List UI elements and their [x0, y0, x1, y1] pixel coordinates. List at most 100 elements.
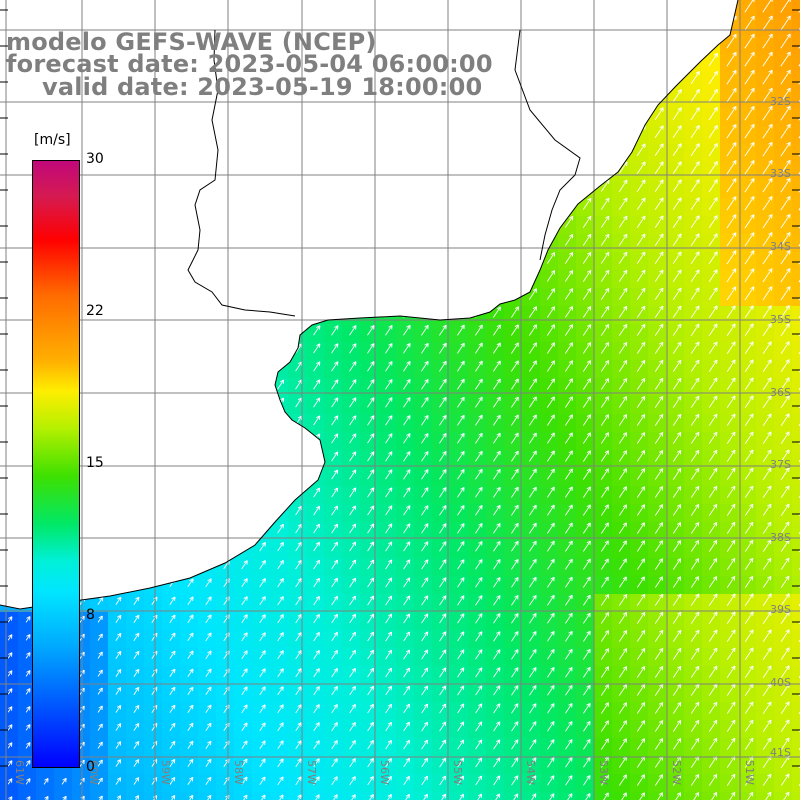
wind-cell	[306, 792, 325, 800]
wind-cell	[576, 792, 595, 800]
wind-cell	[792, 180, 800, 199]
wind-cell	[792, 558, 800, 577]
wind-arrow-head	[786, 33, 791, 37]
wind-cell	[540, 792, 559, 800]
wind-cell	[90, 792, 109, 800]
wind-cell	[234, 792, 253, 800]
wind-cell	[198, 792, 217, 800]
wind-cell	[792, 126, 800, 145]
wind-cell	[792, 756, 800, 775]
wind-cell	[792, 594, 800, 613]
wind-cell	[792, 450, 800, 469]
wind-arrow	[762, 15, 773, 31]
wind-cell	[792, 108, 800, 127]
wind-arrow	[726, 52, 737, 67]
wind-cell	[522, 792, 541, 800]
wind-arrow-head	[768, 51, 773, 55]
wind-cell	[792, 720, 800, 739]
wind-arrow-head	[750, 15, 755, 19]
wind-arrow	[780, 0, 790, 13]
wind-cell	[792, 396, 800, 415]
wind-cell	[684, 792, 703, 800]
wind-cell	[252, 792, 271, 800]
wind-cell	[792, 216, 800, 235]
wind-arrow-head	[768, 15, 773, 19]
wind-cell	[792, 612, 800, 631]
wind-cell	[432, 792, 451, 800]
wind-cell	[216, 792, 235, 800]
wind-cell	[36, 792, 55, 800]
wind-cell	[792, 324, 800, 343]
wind-cell	[126, 792, 145, 800]
wind-cell	[792, 738, 800, 757]
wind-arrow-head	[732, 51, 737, 55]
wind-cell	[792, 504, 800, 523]
wind-arrow-head	[786, 51, 791, 55]
wind-cell	[792, 0, 800, 19]
wind-cell	[792, 792, 800, 800]
wind-cell	[792, 576, 800, 595]
wind-cell	[792, 288, 800, 307]
wind-cell	[792, 648, 800, 667]
wind-cell	[792, 684, 800, 703]
wind-cell	[792, 270, 800, 289]
wind-arrow-head	[750, 51, 755, 55]
wind-cell	[504, 792, 523, 800]
wind-cell	[702, 792, 721, 800]
wind-cell	[270, 792, 289, 800]
wind-arrow	[780, 15, 791, 31]
wind-arrow	[780, 51, 791, 67]
wind-cell	[792, 630, 800, 649]
wind-cell	[792, 540, 800, 559]
wind-cell	[792, 522, 800, 541]
wind-cell	[792, 252, 800, 271]
wind-cell	[486, 792, 505, 800]
wind-arrow	[744, 15, 755, 31]
wind-cell	[630, 792, 649, 800]
wind-cell	[792, 702, 800, 721]
wind-cell	[792, 144, 800, 163]
wind-cell	[18, 792, 37, 800]
wind-arrow-head	[786, 15, 791, 19]
wind-arrow	[762, 51, 773, 67]
wind-cell	[792, 54, 800, 73]
wind-cell	[792, 432, 800, 451]
wind-arrow-head	[713, 52, 718, 56]
wind-cell	[414, 792, 433, 800]
wind-arrow-head	[732, 33, 737, 37]
wind-cell	[72, 792, 91, 800]
wind-cell	[396, 792, 415, 800]
wind-arrow-head	[750, 33, 755, 37]
wind-cell	[648, 792, 667, 800]
wind-cell	[666, 792, 685, 800]
wind-arrow	[726, 34, 737, 49]
wind-arrow	[762, 0, 772, 13]
wind-cell	[450, 792, 469, 800]
wind-cell	[792, 414, 800, 433]
wind-cell	[792, 486, 800, 505]
wind-cell	[792, 162, 800, 181]
wind-arrow	[780, 33, 791, 49]
wind-cell	[0, 792, 19, 800]
wind-cell	[792, 360, 800, 379]
wind-cell	[612, 792, 631, 800]
wind-cell	[288, 792, 307, 800]
wind-cell	[180, 792, 199, 800]
wind-cell	[720, 792, 739, 800]
wind-cell	[792, 468, 800, 487]
wind-cell	[162, 792, 181, 800]
wind-cell	[144, 792, 163, 800]
wind-cell	[342, 792, 361, 800]
wind-cell	[792, 666, 800, 685]
wind-cell	[792, 234, 800, 253]
wind-cell	[738, 792, 757, 800]
wind-cell	[378, 792, 397, 800]
wind-cell	[324, 792, 343, 800]
wind-cell	[360, 792, 379, 800]
wind-arrow	[762, 33, 773, 49]
wind-arrow	[744, 33, 755, 49]
wind-arrow	[744, 0, 754, 13]
wind-cell	[756, 792, 775, 800]
